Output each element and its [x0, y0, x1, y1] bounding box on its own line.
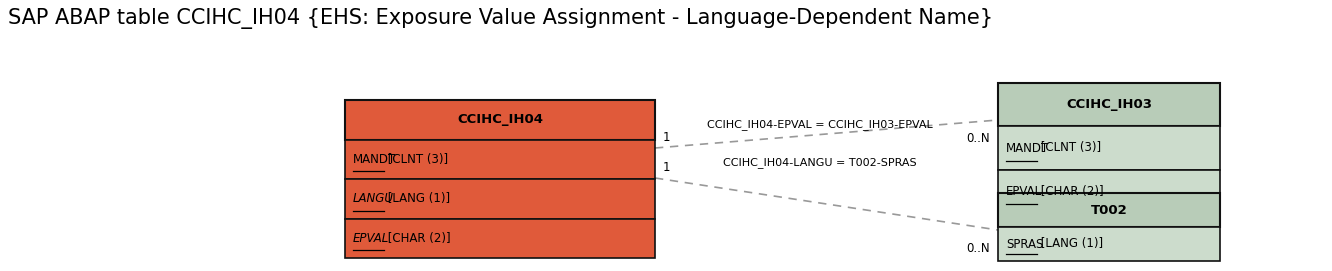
Bar	[345, 179, 655, 218]
Bar	[345, 140, 655, 179]
Text: 0..N: 0..N	[967, 242, 990, 255]
Text: 1: 1	[663, 161, 670, 174]
Text: CCIHC_IH04: CCIHC_IH04	[457, 113, 543, 126]
Bar	[998, 193, 1220, 227]
Text: [CLNT (3)]: [CLNT (3)]	[1038, 141, 1102, 154]
Text: EPVAL: EPVAL	[1006, 185, 1042, 198]
Text: 0..N: 0..N	[967, 132, 990, 145]
Text: [CHAR (2)]: [CHAR (2)]	[1038, 185, 1104, 198]
Text: SPRAS: SPRAS	[1006, 237, 1043, 250]
Text: SAP ABAP table CCIHC_IH04 {EHS: Exposure Value Assignment - Language-Dependent N: SAP ABAP table CCIHC_IH04 {EHS: Exposure…	[8, 8, 992, 29]
Text: [CHAR (2)]: [CHAR (2)]	[384, 232, 450, 245]
Text: CCIHC_IH04-LANGU = T002-SPRAS: CCIHC_IH04-LANGU = T002-SPRAS	[723, 157, 916, 168]
Text: 1: 1	[663, 131, 670, 144]
Text: CCIHC_IH04-EPVAL = CCIHC_IH03-EPVAL: CCIHC_IH04-EPVAL = CCIHC_IH03-EPVAL	[707, 119, 932, 130]
Text: [LANG (1)]: [LANG (1)]	[384, 192, 450, 205]
Bar	[998, 227, 1220, 261]
Bar	[998, 170, 1220, 213]
Bar	[345, 100, 655, 140]
Text: MANDT: MANDT	[353, 153, 396, 166]
Bar	[998, 126, 1220, 170]
Text: LANGU: LANGU	[353, 192, 394, 205]
Text: [CLNT (3)]: [CLNT (3)]	[384, 153, 448, 166]
Text: T002: T002	[1091, 204, 1127, 217]
Text: MANDT: MANDT	[1006, 141, 1050, 154]
Bar	[998, 83, 1220, 126]
Text: [LANG (1)]: [LANG (1)]	[1038, 237, 1103, 250]
Bar	[345, 218, 655, 258]
Text: CCIHC_IH03: CCIHC_IH03	[1066, 98, 1152, 111]
Text: EPVAL: EPVAL	[353, 232, 389, 245]
